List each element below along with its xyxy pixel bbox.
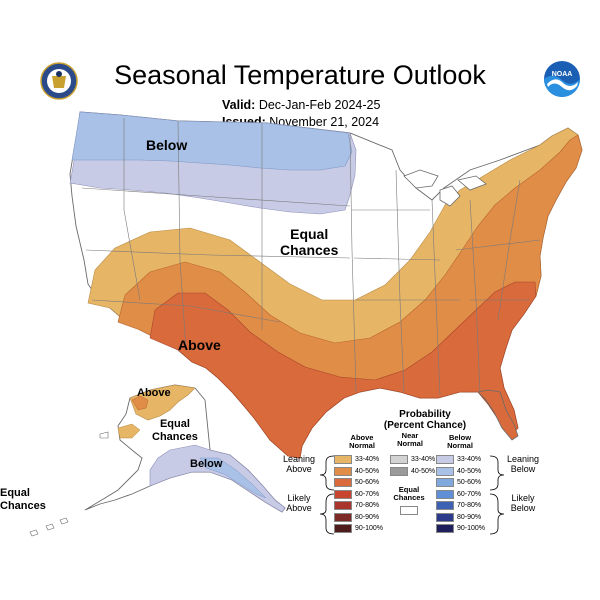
legend-swatch-below-6 [436, 524, 454, 533]
legend-label-above-1: 40-50% [355, 467, 380, 475]
legend-label-below-0: 33-40% [457, 456, 482, 463]
bracket-likely-below [489, 493, 505, 535]
legend-swatch-below-2 [436, 478, 454, 487]
legend-swatch-below-4 [436, 501, 454, 510]
legend-label-below-1: 40-50% [457, 467, 482, 475]
legend-leaning-above: Leaning Above [282, 454, 316, 475]
alaska-islands [29, 431, 109, 537]
commerce-seal-logo [40, 62, 78, 100]
bracket-likely-above [319, 493, 335, 535]
legend-leaning-below: Leaning Below [506, 454, 540, 475]
legend-title: Probability (Percent Chance) [383, 409, 467, 431]
alaska-above-40-region [131, 395, 149, 411]
legend-swatch-above-3 [334, 489, 352, 499]
corner-equal-label: Equal Chances [0, 487, 46, 512]
conus-below-40-region [71, 111, 353, 171]
legend-label-above-6: 90-100% [355, 525, 384, 532]
legend-swatch-above-2 [334, 478, 352, 487]
legend-swatch-below-0 [436, 455, 454, 464]
alaska-west-above-region [117, 423, 141, 439]
legend-label-above-3: 60-70% [355, 490, 380, 498]
great-lakes [403, 169, 487, 207]
issued-value: November 21, 2024 [269, 115, 380, 129]
legend-swatch-near-1 [390, 466, 408, 476]
noaa-logo-text: NOAA [552, 71, 573, 78]
page-title: Seasonal Temperature Outlook [114, 60, 486, 90]
state-borders [81, 118, 541, 396]
legend-swatch-above-6 [334, 524, 352, 533]
legend-swatch-below-1 [436, 466, 454, 476]
bracket-leaning-below [489, 455, 505, 491]
legend-above-header: Above Normal [349, 433, 375, 451]
legend-near-header: Near Normal [397, 431, 423, 449]
valid-line: Valid: Dec-Jan-Feb 2024-25 [222, 98, 380, 112]
legend-label-near-1: 40-50% [411, 467, 436, 475]
legend-equal-chances-label: Equal Chances [393, 485, 425, 503]
legend-label-below-3: 60-70% [457, 490, 482, 498]
bracket-leaning-above [319, 455, 335, 491]
alaska-below-40-region [199, 457, 267, 499]
legend-likely-below: Likely Below [510, 493, 536, 514]
legend-swatch-below-3 [436, 489, 454, 499]
legend-label-near-0: 33-40% [411, 456, 436, 463]
legend-label-above-5: 80-90% [355, 513, 380, 521]
conus-below-label: Below [146, 137, 188, 153]
legend-label-below-6: 90-100% [457, 525, 486, 532]
legend-label-above-0: 33-40% [355, 456, 380, 463]
alaska-equal-label: Equal Chances [152, 418, 198, 443]
legend-swatch-above-5 [334, 512, 352, 522]
alaska-above-region [129, 384, 196, 421]
legend-below-header: Below Normal [447, 433, 473, 451]
legend-label-above-4: 70-80% [355, 502, 380, 509]
conus-equal-label: Equal Chances [280, 226, 339, 259]
florida-region [477, 389, 519, 441]
legend-swatch-near-0 [390, 455, 408, 464]
legend-likely-above: Likely Above [286, 493, 312, 514]
legend-swatch-above-4 [334, 501, 352, 510]
alaska-below-label: Below [190, 458, 223, 470]
alaska-below-region [149, 444, 286, 513]
legend-swatch-below-5 [436, 512, 454, 522]
legend-equal-chances-swatch [400, 506, 418, 515]
legend-label-below-5: 80-90% [457, 513, 482, 521]
valid-label: Valid: [222, 98, 256, 112]
conus-above-label: Above [178, 337, 221, 353]
valid-value: Dec-Jan-Feb 2024-25 [258, 98, 381, 112]
alaska-above-label: Above [137, 387, 171, 399]
noaa-logo: NOAA [544, 61, 580, 97]
legend-label-below-2: 50-60% [457, 479, 482, 486]
legend-label-below-4: 70-80% [457, 502, 482, 509]
legend-swatch-above-0 [334, 455, 352, 464]
legend-swatch-above-1 [334, 466, 352, 476]
legend-label-above-2: 50-60% [355, 479, 380, 486]
